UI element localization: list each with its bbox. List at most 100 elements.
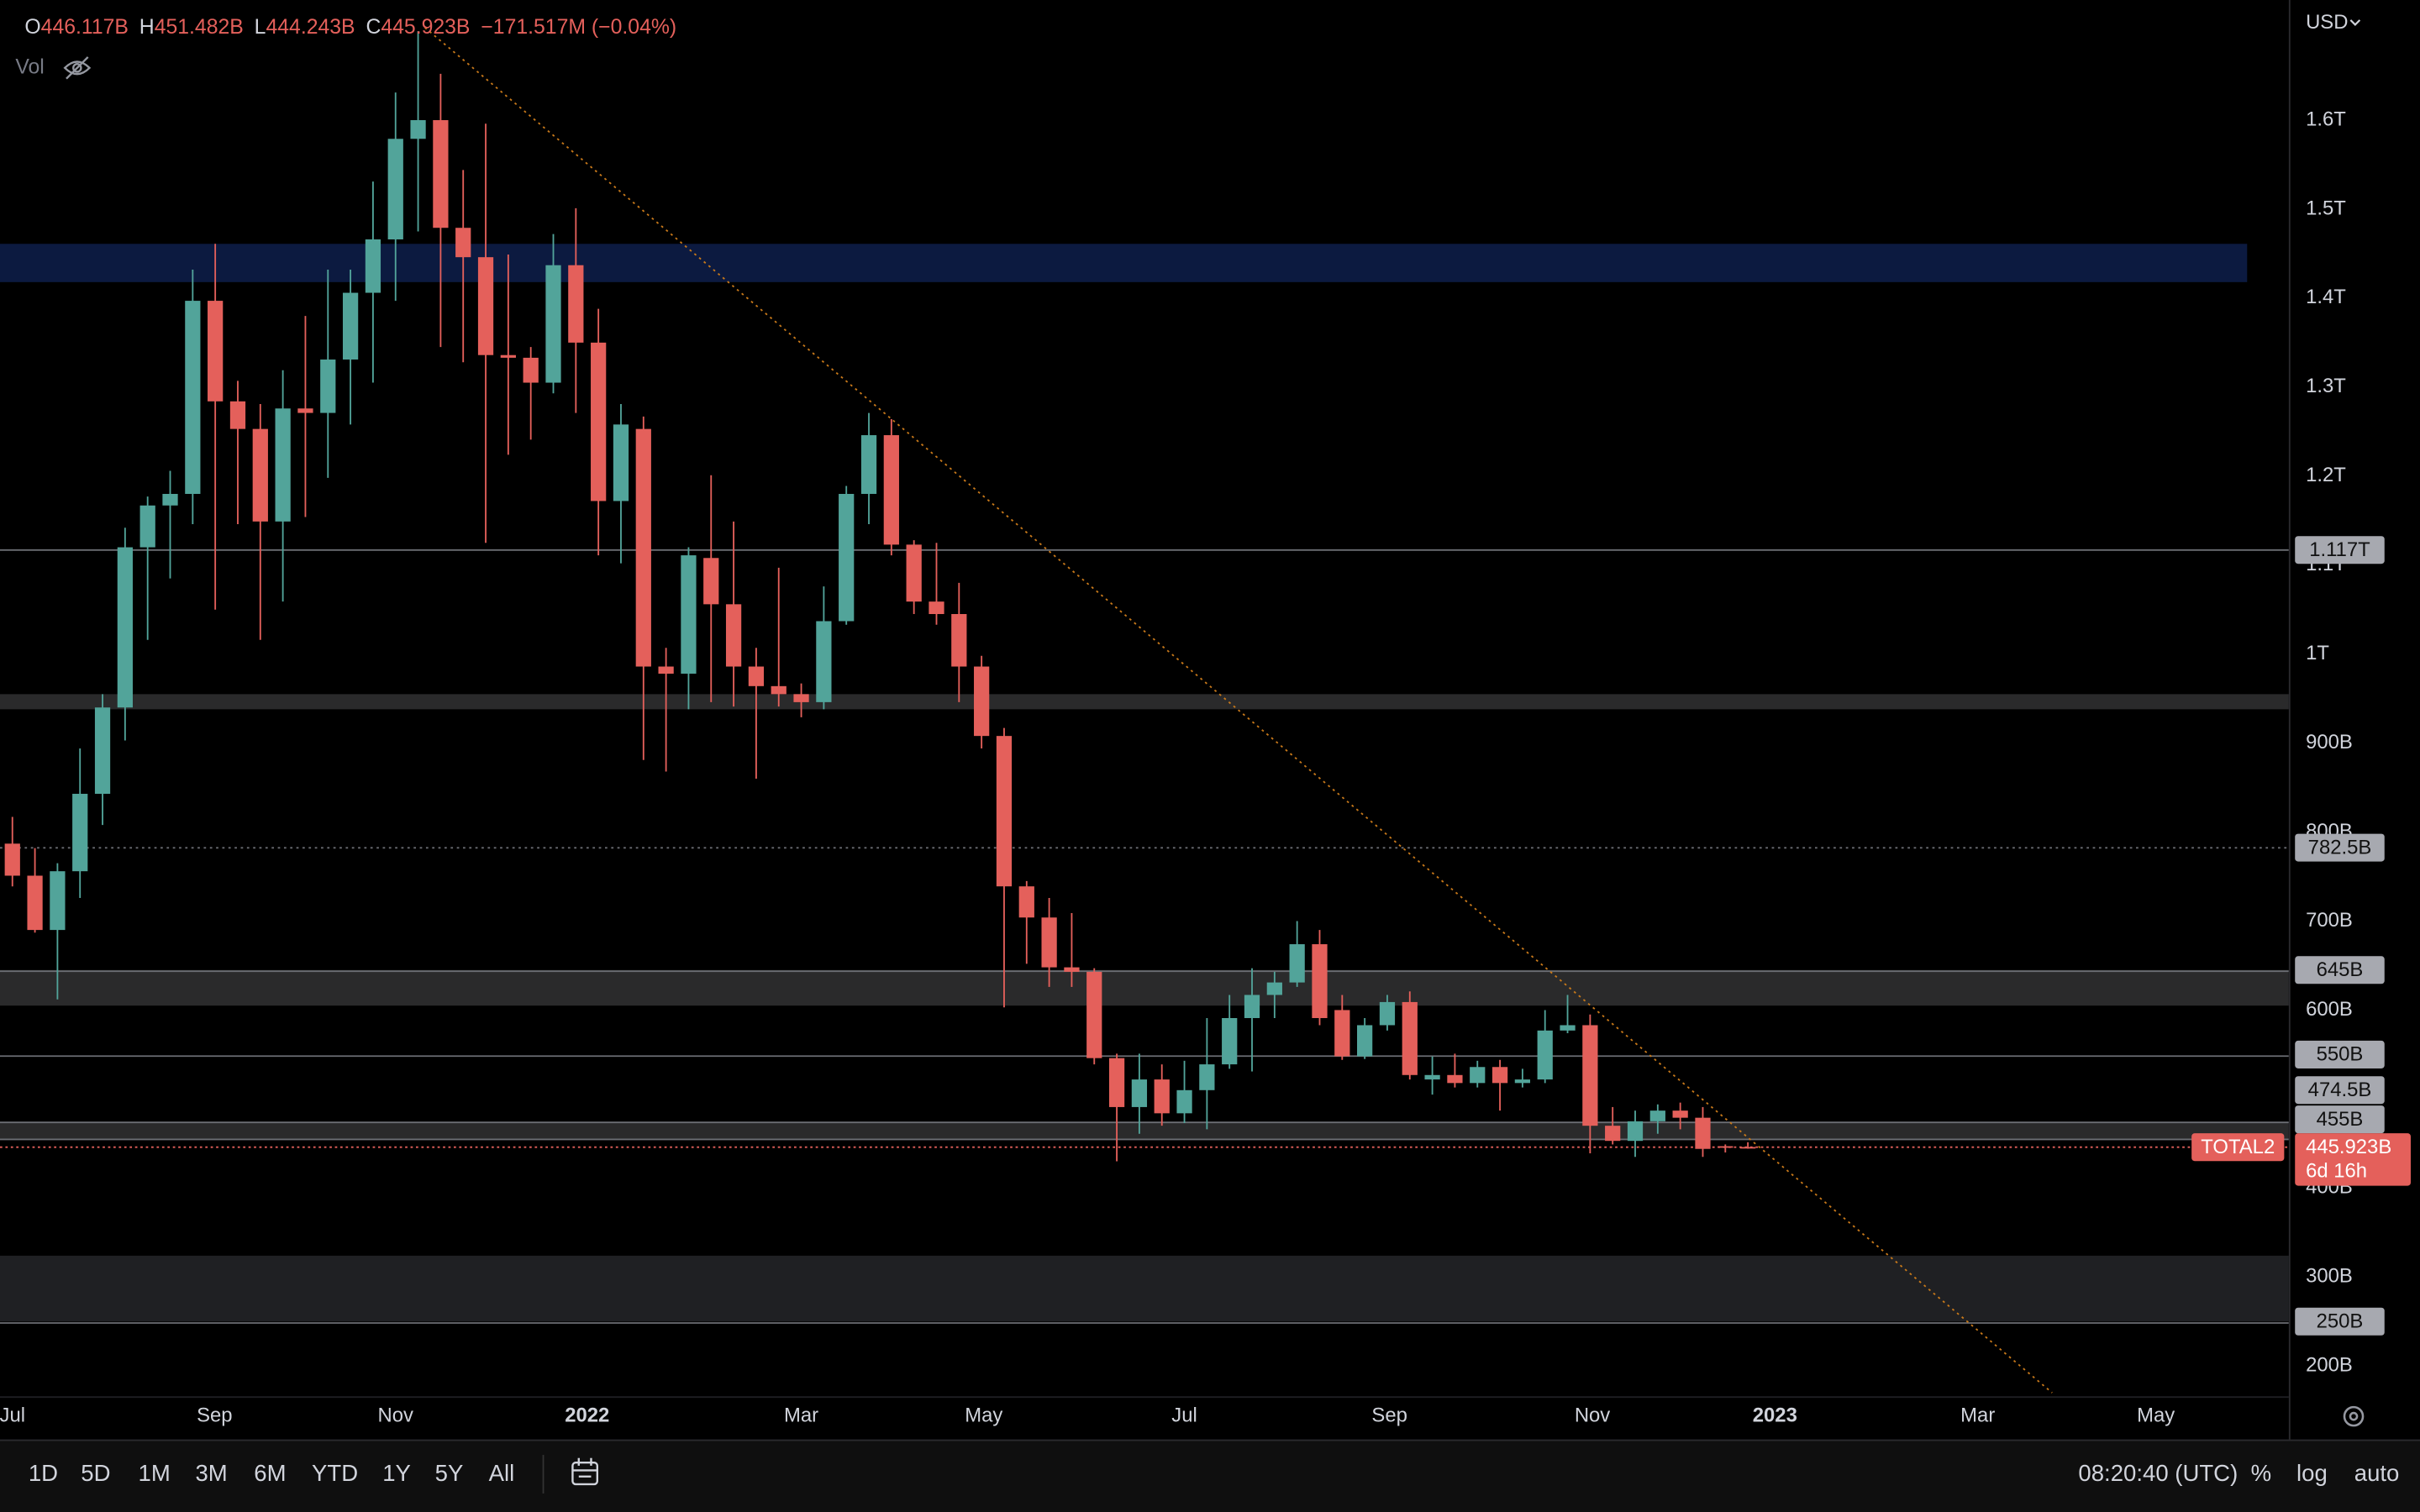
axes: 200B300B400B600B700B800B900B1T1.1T1.2T1.… [0,16,2411,1426]
x-tick-label: 2022 [565,1404,609,1426]
range-button[interactable]: 1D [29,1460,58,1486]
price-tag: 445.923B [2306,1136,2391,1158]
symbol-tag-bg [2191,1133,2285,1162]
candle-body [1018,886,1034,918]
y-tick-label: 700B [2306,909,2353,932]
level-label-bg [2295,1040,2385,1068]
x-tick-label: 2023 [1753,1404,1797,1426]
candle-body [725,604,742,667]
candle-body [1064,967,1080,972]
candle-body [974,666,990,737]
range-button[interactable]: 5D [81,1460,110,1486]
scale-button[interactable]: auto [2354,1460,2400,1486]
visibility-icon[interactable] [63,56,92,80]
clock: 08:20:40 (UTC) [2078,1460,2238,1486]
settings-icon[interactable] [2343,1405,2365,1427]
zone [0,694,2289,710]
y-tick-label: 200B [2306,1354,2353,1377]
ohlc-value: 451.482B [155,16,244,39]
candle-body [1537,1030,1553,1080]
range-button[interactable]: 1M [139,1460,171,1486]
candle-body [275,408,291,522]
candle-body [1041,917,1057,968]
x-tick-label: Mar [784,1404,818,1426]
range-button[interactable]: YTD [312,1460,358,1486]
candle-body [94,707,111,795]
candle-body [208,301,224,402]
level-label: 1.117T [2309,538,2370,561]
candle-body [816,621,832,702]
x-tick-label: Sep [197,1404,232,1426]
candle-body [1154,1079,1170,1114]
candle-body [681,555,697,674]
level-label-bg [2295,1105,2385,1134]
candle-body [4,843,20,876]
ohlc-value: 444.243B [266,16,355,39]
currency-selector[interactable]: USD [2306,11,2348,34]
level-label-bg [2295,536,2385,564]
ohlc-key: C [366,16,381,39]
ohlc-value: 446.117B [41,16,129,39]
candle-body [1582,1025,1598,1126]
range-button[interactable]: 6M [254,1460,286,1486]
candle-body [1289,944,1305,983]
zone [0,1121,2289,1140]
candle-body [1718,1146,1733,1148]
ohlc-key: O [24,16,40,39]
candle-body [1176,1089,1192,1114]
level-label: 550B [2317,1043,2364,1066]
candle-body [1649,1110,1665,1121]
candle-body [162,493,178,506]
candle-body [1672,1110,1688,1118]
candle-body [658,666,674,674]
x-tick-label: Nov [1575,1404,1610,1426]
calendar-icon[interactable] [571,1457,599,1486]
candle-body [1086,971,1102,1058]
candle-body [860,435,877,494]
range-button[interactable]: 5Y [435,1460,464,1486]
range-button[interactable]: 3M [195,1460,227,1486]
trendline [424,27,2053,1394]
candle-body [1491,1067,1508,1084]
candle-body [50,871,66,931]
range-button[interactable]: All [489,1460,515,1486]
x-tick-label: May [965,1404,1002,1426]
candle-body [1379,1001,1396,1026]
ohlc-key: L [255,16,266,39]
candle-body [1334,1010,1350,1057]
candle-body [500,354,516,358]
y-tick-label: 1T [2306,642,2329,664]
candle-body [320,360,336,413]
candle-body [185,301,201,494]
candle-body [387,139,403,239]
candle-body [1424,1074,1440,1080]
candle-body [748,666,765,686]
currency-chevron[interactable] [2349,19,2361,26]
x-tick-label: Nov [378,1404,413,1426]
candle-body [1402,1001,1418,1075]
candle-body [1244,995,1260,1018]
countdown: 6d 16h [2306,1159,2367,1182]
candle-body [229,401,246,429]
scale-button[interactable]: % [2251,1460,2272,1486]
level-label: 645B [2317,958,2364,981]
x-tick-label: May [2137,1404,2175,1426]
candle-body [72,794,88,872]
candle-body [1695,1117,1711,1149]
scale-button[interactable]: log [2296,1460,2328,1486]
candle-body [297,408,313,413]
candle-body [1222,1017,1238,1065]
y-tick-label: 1.4T [2306,286,2346,308]
candle-body [1199,1064,1215,1090]
candle-body [342,292,359,360]
ohlc-value: 445.923B [381,16,470,39]
y-tick-label: 900B [2306,731,2353,753]
level-label: 250B [2317,1310,2364,1332]
candle-body [1514,1079,1531,1084]
range-button[interactable]: 1Y [382,1460,411,1486]
candle-body [771,685,786,695]
price-axis-panel [2288,0,2420,1440]
candle-body [1447,1074,1463,1084]
candle-body [703,558,719,605]
candle-body [635,428,651,667]
